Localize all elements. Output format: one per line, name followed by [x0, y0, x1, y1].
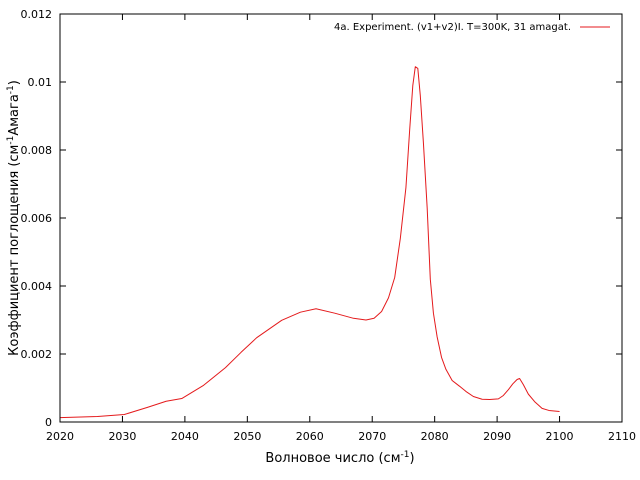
y-tick-label: 0.008 [21, 144, 53, 157]
x-tick-label: 2060 [296, 430, 324, 443]
legend-label: 4a. Experiment. (v1+v2)I. T=300K, 31 ama… [334, 22, 571, 33]
x-tick-label: 2100 [546, 430, 574, 443]
plot-frame [59, 13, 623, 423]
y-axis-label: Коэффициент поглощения (см-1Амага-1) [6, 80, 22, 356]
x-tick-label: 2020 [46, 430, 74, 443]
y-tick-label: 0 [45, 416, 52, 429]
x-tick-label: 2090 [483, 430, 511, 443]
ticks-layer: 2020 2030 2040 2050 2060 2070 2080 2090 2100 2110… [21, 8, 637, 443]
x-axis-label: Волновое число (см-1) [265, 450, 414, 466]
x-tick-label: 2080 [421, 430, 449, 443]
y-tick-label: 0.01 [28, 76, 53, 89]
y-tick-label: 0.004 [21, 280, 53, 293]
x-tick-label: 2070 [358, 430, 386, 443]
y-tick-label: 0.012 [21, 8, 53, 21]
legend: 4a. Experiment. (v1+v2)I. T=300K, 31 ama… [334, 22, 610, 33]
x-tick-label: 2030 [108, 430, 136, 443]
y-tick-label: 0.006 [21, 212, 53, 225]
series-line-0 [59, 66, 560, 419]
y-tick-label: 0.002 [21, 348, 53, 361]
x-tick-label: 2110 [608, 430, 636, 443]
series-layer [59, 66, 560, 419]
x-tick-label: 2050 [233, 430, 261, 443]
x-tick-label: 2040 [171, 430, 199, 443]
